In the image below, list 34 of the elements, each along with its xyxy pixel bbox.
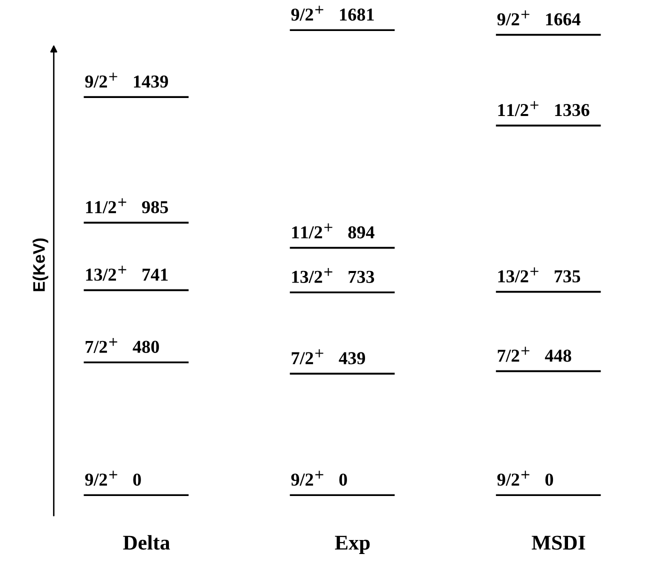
data-label: 1664 <box>546 13 580 26</box>
legend-label: 13/2$^{+}$ <box>86 266 126 281</box>
legend-label: 9/2$^{+}$ <box>85 470 118 486</box>
text: 11/2$^{+}$ <box>498 101 538 116</box>
data-label: 0 <box>339 474 347 486</box>
text: 13/2$^{+}$ <box>498 267 538 282</box>
data-label: 1681 <box>340 8 374 21</box>
text: 7/2$^{+}$ <box>498 346 530 362</box>
text: 9/2$^{+}$ <box>497 470 530 486</box>
data-label: 1439 <box>134 76 168 88</box>
data-label: 439 <box>338 352 366 364</box>
category-label: MSDI <box>532 536 586 550</box>
legend-label: 11/2$^{+}$ <box>86 198 126 214</box>
data-label: 733 <box>348 270 374 283</box>
text: E(KeV) <box>32 238 48 292</box>
data-label: 894 <box>348 226 374 238</box>
legend-label: 9/2$^{+}$ <box>85 72 118 88</box>
legend-label: 7/2$^{+}$ <box>86 338 118 353</box>
text: 9/2$^{+}$ <box>291 470 324 486</box>
text: 9/2$^{+}$ <box>497 10 530 26</box>
data-label: 0 <box>133 474 141 486</box>
data-label: 985 <box>142 201 168 214</box>
text: 13/2$^{+}$ <box>292 268 332 283</box>
category-label: Delta <box>123 535 170 550</box>
data-label: 480 <box>132 340 159 353</box>
text: 9/2$^{+}$ <box>291 6 324 21</box>
text: 11/2$^{+}$ <box>292 223 332 238</box>
text: 7/2$^{+}$ <box>292 349 324 364</box>
data-label: 1336 <box>555 104 590 116</box>
data-label: 741 <box>142 268 168 281</box>
category-label: Exp <box>334 536 370 554</box>
data-label: 735 <box>554 270 580 282</box>
data-label: 448 <box>544 350 572 362</box>
data-label: 0 <box>545 474 554 486</box>
